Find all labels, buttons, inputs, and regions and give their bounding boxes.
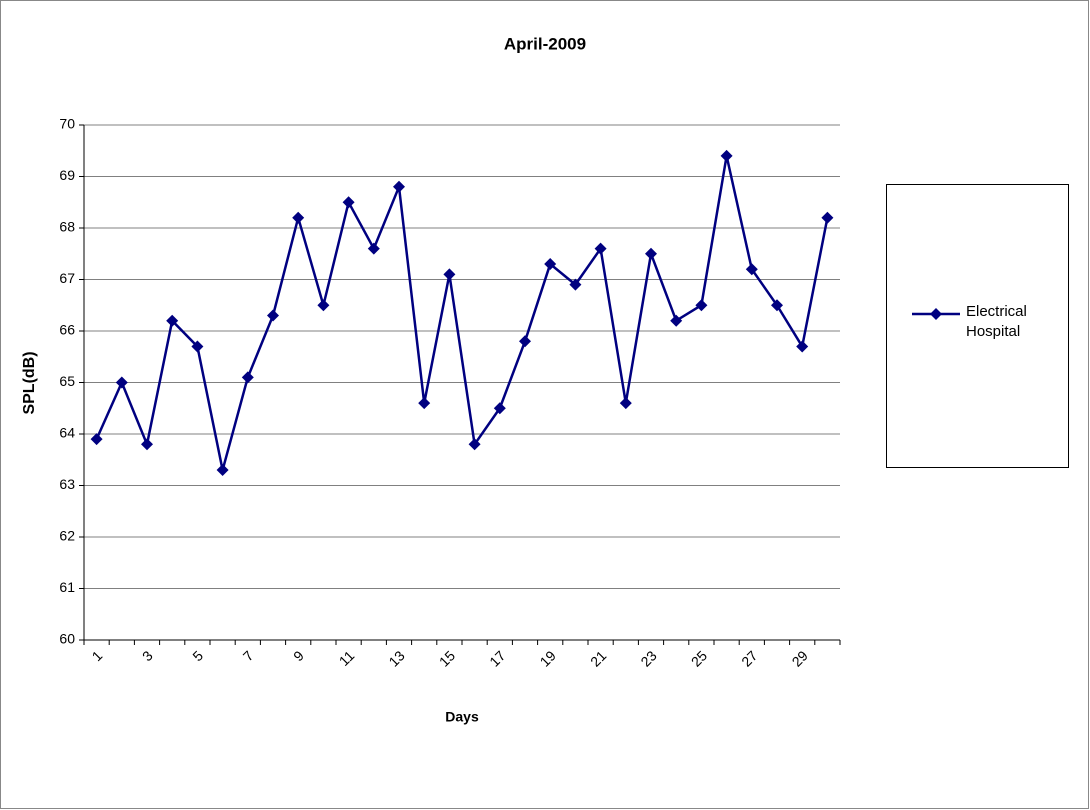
legend-label: Electrical Hospital [966,303,1027,340]
data-point [468,438,481,451]
data-point [393,180,405,193]
data-point [720,149,733,162]
data-point [569,278,582,291]
data-point [594,242,607,255]
legend-marker [930,308,942,320]
y-tick-label: 69 [59,167,75,183]
legend-box [886,184,1069,468]
data-point [367,242,380,255]
data-point [317,299,330,312]
data-point [821,211,834,224]
data-point [645,247,657,260]
y-tick-label: 64 [59,425,75,441]
y-tick-label: 60 [59,631,75,647]
data-point [745,263,758,276]
y-tick-label: 70 [59,116,75,132]
data-point [342,196,355,209]
data-point [619,397,632,410]
data-point [544,258,557,271]
data-point [771,299,783,312]
y-tick-label: 63 [59,476,75,492]
data-point [796,340,809,353]
y-tick-label: 65 [59,373,75,389]
data-point [418,397,431,410]
y-tick-label: 62 [59,528,75,544]
data-point [166,314,179,327]
data-point [90,433,103,446]
series-line [95,155,829,471]
y-axis-label: SPL(dB) [21,351,38,414]
x-axis-label: Days [445,709,479,725]
y-tick-label: 66 [59,322,75,338]
data-point [695,299,708,312]
data-point [191,340,204,353]
data-point [115,376,128,389]
data-point [141,438,153,451]
data-point [519,335,531,348]
data-point [241,371,254,384]
chart-title: April-2009 [504,34,586,53]
y-tick-label: 68 [59,219,75,235]
data-point [443,268,456,281]
data-point [292,211,305,224]
data-point [493,402,506,415]
data-point [216,464,229,477]
data-point [267,309,279,322]
y-tick-label: 67 [59,270,75,286]
data-point [670,314,683,327]
y-tick-label: 61 [59,579,75,595]
